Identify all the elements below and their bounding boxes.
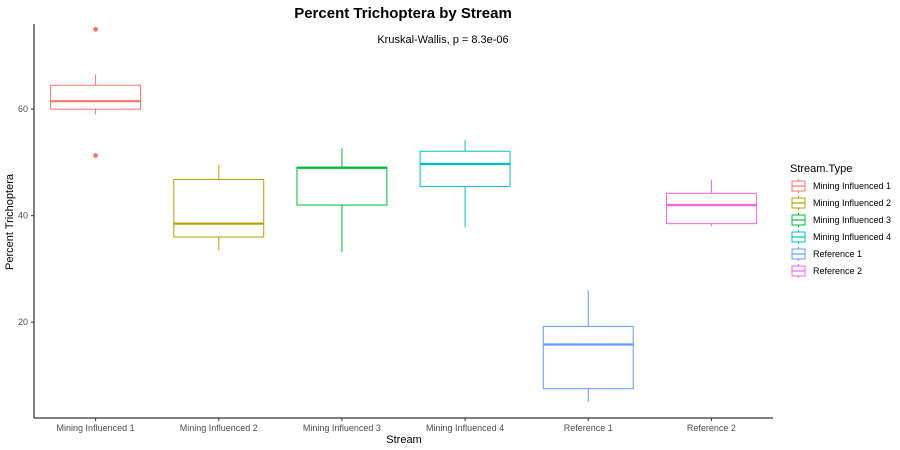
legend-item: Mining Influenced 2 [791, 196, 891, 210]
box-6 [665, 180, 757, 227]
legend-label: Mining Influenced 2 [813, 198, 891, 208]
x-ticks: Mining Influenced 1 Mining Influenced 2 Mi… [57, 418, 736, 433]
legend-item: Reference 2 [791, 264, 862, 278]
outlier-point [93, 26, 98, 32]
box-5 [542, 290, 634, 403]
legend-label: Mining Influenced 1 [813, 181, 891, 191]
legend: Mining Influenced 1 Mining Influenced 2 Mi… [791, 179, 891, 278]
box-body [665, 192, 757, 225]
x-tick-label: Mining Influenced 1 [57, 423, 135, 433]
box-2 [173, 165, 265, 251]
x-tick-label: Mining Influenced 3 [303, 423, 381, 433]
y-tick-label: 20 [18, 317, 28, 327]
chart-title: Percent Trichoptera by Stream [294, 5, 512, 22]
y-ticks: 20 40 60 [18, 104, 34, 327]
legend-item: Mining Influenced 4 [791, 230, 891, 244]
box-body [419, 150, 511, 187]
legend-label: Reference 1 [813, 249, 862, 259]
x-tick-label: Mining Influenced 2 [180, 423, 258, 433]
box-body [50, 84, 142, 110]
x-tick-label: Reference 2 [687, 423, 736, 433]
y-axis-label: Percent Trichoptera [4, 173, 16, 270]
outlier-point [93, 153, 98, 158]
box-body [173, 178, 265, 238]
legend-label: Mining Influenced 3 [813, 215, 891, 225]
legend-title: Stream.Type [790, 163, 852, 175]
boxes-layer [50, 26, 757, 403]
legend-label: Reference 2 [813, 266, 862, 276]
box-4 [419, 140, 511, 228]
legend-item: Mining Influenced 1 [791, 179, 891, 193]
x-tick-label: Mining Influenced 4 [426, 423, 504, 433]
chart-annotation: Kruskal-Wallis, p = 8.3e-06 [377, 34, 508, 46]
x-tick-label: Reference 1 [564, 423, 613, 433]
y-tick-label: 40 [18, 211, 28, 221]
legend-item: Reference 1 [791, 247, 862, 261]
box-1 [50, 26, 142, 158]
box-body [296, 166, 388, 206]
x-axis-label: Stream [386, 434, 421, 446]
y-tick-label: 60 [18, 104, 28, 114]
box-body [542, 325, 634, 390]
legend-label: Mining Influenced 4 [813, 232, 891, 242]
legend-item: Mining Influenced 3 [791, 213, 891, 227]
box-3 [296, 148, 388, 252]
